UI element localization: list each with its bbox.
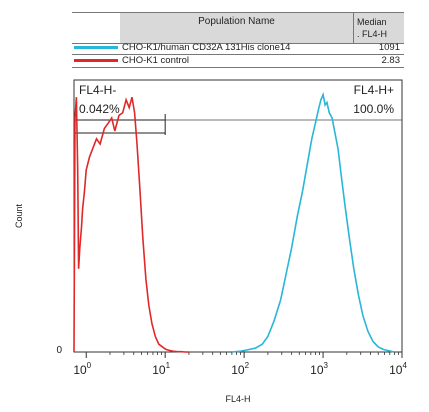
gate-label-negative: FL4-H- [79, 83, 116, 97]
header-median-line1: Median [357, 17, 387, 27]
gate-percent-positive: 100.0% [353, 102, 394, 116]
gates-layer [74, 114, 402, 135]
series-line [231, 91, 395, 353]
y-tick-label: 0 [56, 345, 62, 356]
legend-table: Population Name Median . FL4-H CHO-K1/hu… [72, 12, 404, 72]
series-line [73, 96, 189, 353]
table-row: CHO-K1/human CD32A 131His clone14 1091 [72, 42, 404, 55]
plot-frame [73, 79, 403, 353]
header-population-name: Population Name [120, 13, 354, 43]
gate-label-positive: FL4-H+ [354, 83, 394, 97]
header-median-line2: . FL4-H [357, 29, 388, 39]
x-tick-label: 104 [389, 361, 407, 377]
y-axis-label: Count [14, 204, 24, 229]
gate-percent-negative: 0.042% [79, 102, 120, 116]
x-axis: 100 101 102 103 104 [73, 352, 407, 377]
median-value: 1091 [378, 42, 400, 53]
x-tick-label: 100 [73, 361, 91, 377]
population-name: CHO-K1/human CD32A 131His clone14 [122, 42, 291, 53]
header-median: Median . FL4-H [354, 13, 404, 43]
header-swatch-cell [72, 13, 121, 43]
table-row: CHO-K1 control 2.83 [72, 55, 404, 68]
x-tick-label: 103 [310, 361, 328, 377]
x-axis-label: FL4-H [225, 394, 250, 404]
x-tick-label: 102 [231, 361, 249, 377]
population-name: CHO-K1 control [122, 55, 190, 66]
series-swatch [74, 59, 118, 62]
median-value: 2.83 [381, 55, 401, 66]
table-header-row: Population Name Median . FL4-H [72, 12, 404, 44]
series-swatch [74, 46, 118, 49]
x-tick-label: 101 [152, 361, 170, 377]
series-layer [73, 91, 395, 353]
